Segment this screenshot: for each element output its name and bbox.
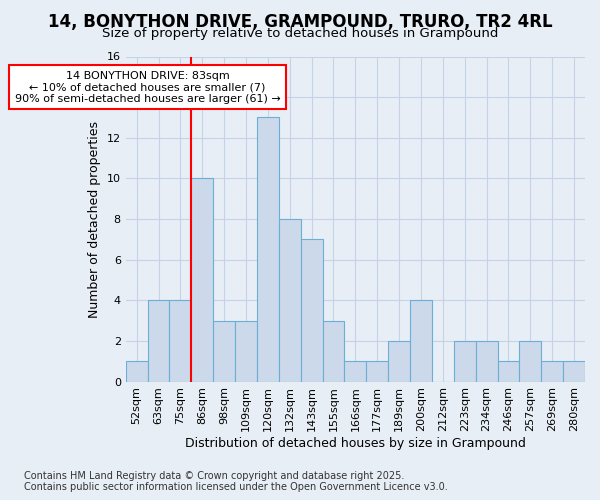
Bar: [279, 219, 301, 382]
Bar: [410, 300, 432, 382]
Bar: [497, 362, 520, 382]
Bar: [344, 362, 367, 382]
Text: Size of property relative to detached houses in Grampound: Size of property relative to detached ho…: [102, 28, 498, 40]
Bar: [476, 341, 497, 382]
Bar: [148, 300, 169, 382]
Bar: [257, 118, 279, 382]
Bar: [367, 362, 388, 382]
X-axis label: Distribution of detached houses by size in Grampound: Distribution of detached houses by size …: [185, 437, 526, 450]
Text: Contains HM Land Registry data © Crown copyright and database right 2025.
Contai: Contains HM Land Registry data © Crown c…: [24, 471, 448, 492]
Y-axis label: Number of detached properties: Number of detached properties: [88, 120, 101, 318]
Bar: [520, 341, 541, 382]
Bar: [235, 320, 257, 382]
Text: 14 BONYTHON DRIVE: 83sqm
← 10% of detached houses are smaller (7)
90% of semi-de: 14 BONYTHON DRIVE: 83sqm ← 10% of detach…: [15, 70, 280, 104]
Bar: [191, 178, 213, 382]
Bar: [323, 320, 344, 382]
Bar: [454, 341, 476, 382]
Bar: [301, 240, 323, 382]
Bar: [213, 320, 235, 382]
Bar: [388, 341, 410, 382]
Text: 14, BONYTHON DRIVE, GRAMPOUND, TRURO, TR2 4RL: 14, BONYTHON DRIVE, GRAMPOUND, TRURO, TR…: [47, 12, 553, 30]
Bar: [563, 362, 585, 382]
Bar: [541, 362, 563, 382]
Bar: [126, 362, 148, 382]
Bar: [169, 300, 191, 382]
